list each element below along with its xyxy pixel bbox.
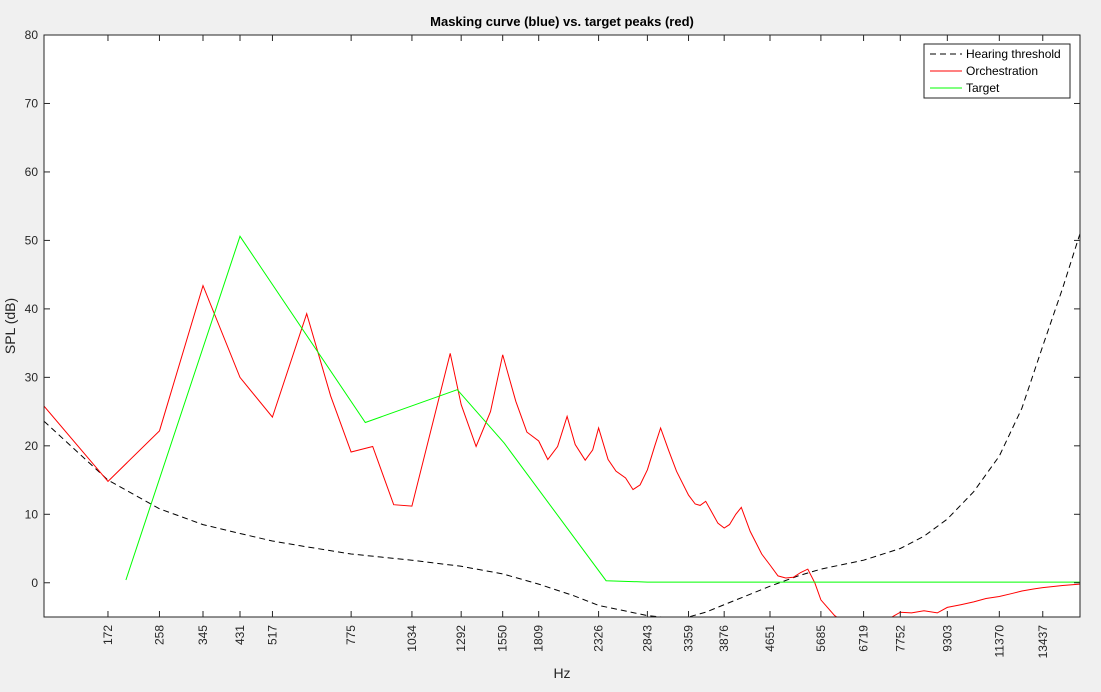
y-tick-label: 80 bbox=[25, 28, 39, 42]
y-tick-label: 70 bbox=[25, 96, 39, 110]
legend: Hearing threshold Orchestration Target bbox=[923, 43, 1071, 99]
y-tick-label: 40 bbox=[25, 302, 39, 316]
x-tick-label: 3359 bbox=[682, 625, 696, 652]
legend-entry: Hearing threshold bbox=[966, 47, 1061, 61]
y-tick-label: 50 bbox=[25, 233, 39, 247]
x-tick-label: 5685 bbox=[814, 625, 828, 652]
y-tick-label: 60 bbox=[25, 165, 39, 179]
x-tick-label: 1292 bbox=[454, 625, 468, 652]
x-tick-label: 258 bbox=[152, 625, 166, 645]
x-tick-label: 6719 bbox=[857, 625, 871, 652]
legend-entry: Target bbox=[966, 81, 1000, 95]
y-tick-label: 0 bbox=[31, 576, 38, 590]
x-tick-label: 345 bbox=[196, 625, 210, 645]
y-tick-label: 20 bbox=[25, 439, 39, 453]
x-tick-label: 9303 bbox=[940, 625, 954, 652]
chart-title: Masking curve (blue) vs. target peaks (r… bbox=[430, 14, 694, 29]
x-tick-label: 4651 bbox=[763, 625, 777, 652]
x-tick-label: 13437 bbox=[1036, 625, 1050, 659]
plot-area bbox=[43, 34, 1081, 618]
series-line-target bbox=[125, 235, 1080, 583]
x-tick-label: 11370 bbox=[992, 625, 1006, 658]
x-tick-label: 775 bbox=[344, 625, 358, 645]
x-tick-label: 172 bbox=[101, 625, 115, 645]
ticks-group: 0 10 20 30 40 50 60 70 80 172 258 345 431 517 775 1034 1… bbox=[25, 28, 1080, 658]
x-tick-label: 1809 bbox=[532, 625, 546, 652]
x-axis-label: Hz bbox=[553, 665, 570, 681]
x-tick-label: 431 bbox=[233, 625, 247, 645]
series-group bbox=[44, 233, 1080, 617]
x-tick-label: 2326 bbox=[592, 625, 606, 652]
x-tick-label: 7752 bbox=[893, 625, 907, 652]
series-line-orchestration bbox=[44, 284, 1080, 617]
x-tick-label: 1550 bbox=[496, 625, 510, 652]
x-tick-label: 3876 bbox=[717, 625, 731, 652]
y-tick-label: 30 bbox=[25, 370, 39, 384]
plot-frame bbox=[43, 34, 1081, 618]
x-tick-label: 1034 bbox=[405, 625, 419, 652]
x-tick-label: 2843 bbox=[640, 625, 654, 652]
legend-entry: Orchestration bbox=[966, 64, 1038, 78]
y-axis-label: SPL (dB) bbox=[2, 298, 18, 354]
y-tick-label: 10 bbox=[25, 507, 39, 521]
x-tick-label: 517 bbox=[265, 625, 279, 645]
